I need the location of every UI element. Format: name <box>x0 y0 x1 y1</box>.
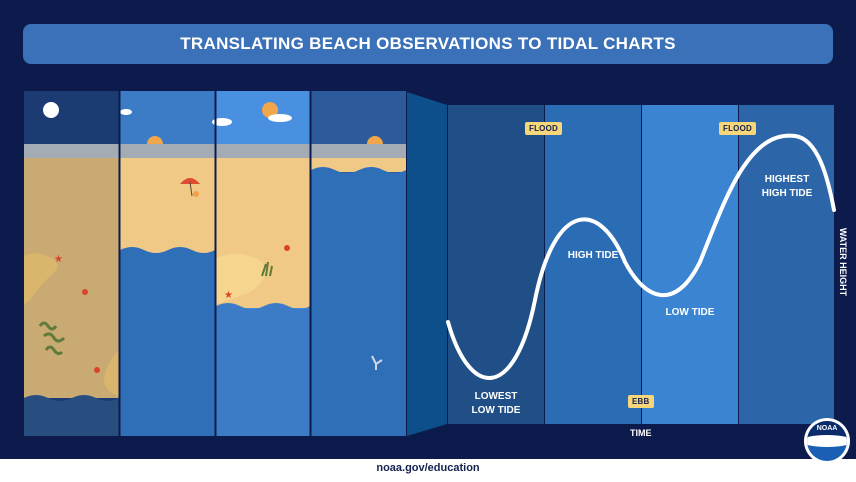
label-line: LOWEST <box>474 391 518 402</box>
beach-panel-highest <box>311 91 406 436</box>
starfish-icon: ★ <box>54 254 63 265</box>
moon-icon <box>43 102 59 118</box>
footer <box>0 459 856 482</box>
chart-band-1 <box>448 105 544 424</box>
label-line: LOW TIDE <box>471 405 521 416</box>
crab-icon <box>284 245 290 251</box>
x-axis-label: TIME <box>630 428 652 438</box>
beach-panels: ★ <box>24 91 406 436</box>
seaweed-icon <box>38 321 66 356</box>
tide-chart <box>446 105 836 424</box>
high-tide-label: HIGH TIDE <box>567 250 619 261</box>
perspective-connector <box>407 92 447 436</box>
cloud-icon <box>212 114 292 126</box>
low-tide-label: LOW TIDE <box>665 307 715 318</box>
umbrella-icon <box>180 178 200 197</box>
noaa-logo: NOAA <box>804 418 850 464</box>
label-line: HIGHEST <box>764 174 810 185</box>
highest-high-tide-label: HIGHEST HIGH TIDE <box>749 173 825 201</box>
crab-icon <box>82 289 88 295</box>
title-bar: TRANSLATING BEACH OBSERVATIONS TO TIDAL … <box>23 24 833 64</box>
crab-icon <box>94 367 100 373</box>
flood-badge: FLOOD <box>525 122 562 135</box>
whale-tail-icon <box>371 355 383 370</box>
chart-band-3 <box>642 105 738 424</box>
beach-panel-night: ★ <box>24 91 119 436</box>
tide-curve <box>446 133 836 380</box>
lowest-low-tide-label: LOWEST LOW TIDE <box>458 390 534 418</box>
sun-icon <box>262 102 278 118</box>
cloud-icon <box>120 109 132 115</box>
page-title: TRANSLATING BEACH OBSERVATIONS TO TIDAL … <box>180 34 676 53</box>
beach-panel-low: ★ <box>212 91 310 436</box>
footer-link[interactable]: noaa.gov/education <box>376 462 480 474</box>
noaa-emblem-icon: NOAA <box>807 421 847 461</box>
logo-text: NOAA <box>816 425 838 432</box>
y-axis-label: WATER HEIGHT <box>838 227 848 297</box>
starfish-icon: ★ <box>224 290 233 301</box>
flood-badge: FLOOD <box>719 122 756 135</box>
label-line: HIGH TIDE <box>761 188 813 199</box>
seaweed-icon <box>261 261 273 277</box>
ebb-badge: EBB <box>628 395 654 408</box>
beach-panel-high <box>120 91 215 436</box>
